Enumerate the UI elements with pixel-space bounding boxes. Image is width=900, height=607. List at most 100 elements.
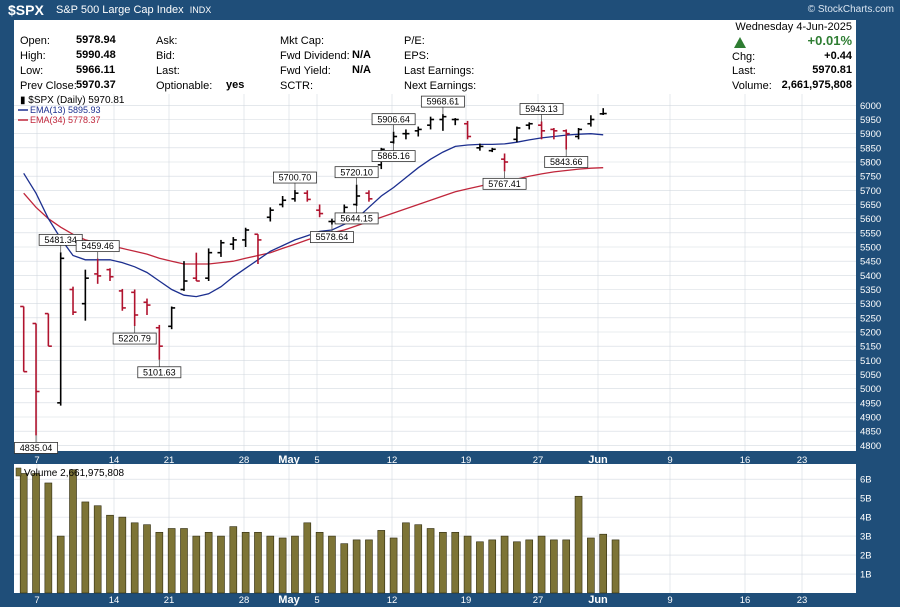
x-tick-label-top: 16 — [740, 455, 751, 466]
annotation-label: 5101.63 — [143, 367, 176, 377]
annotation-label: 5865.16 — [377, 151, 410, 161]
ohlc-bar — [266, 207, 274, 222]
low-value: 5966.11 — [76, 64, 116, 76]
ohlc-bar — [562, 129, 570, 150]
price-annotation: 5101.63 — [137, 359, 182, 379]
x-tick-label-bottom: May — [278, 594, 300, 606]
prev-close-value: 5970.37 — [76, 79, 116, 91]
price-annotation: 5865.16 — [371, 143, 416, 162]
price-annotation: 4835.04 — [14, 435, 58, 454]
ohlc-bar — [427, 116, 435, 130]
volume-bar — [550, 539, 558, 594]
volume-tick-label: 4B — [860, 513, 872, 524]
price-annotation: 5943.13 — [519, 103, 564, 122]
x-tick-label-top: 19 — [461, 455, 472, 466]
x-tick-label-bottom: 28 — [239, 595, 250, 606]
price-tick-label: 4900 — [860, 413, 881, 424]
volume-bar — [389, 537, 398, 594]
x-tick-label-top: 14 — [109, 455, 120, 466]
volume-bar — [562, 539, 571, 594]
annotation-label: 5700.70 — [279, 173, 312, 183]
low-label: Low: — [20, 65, 44, 77]
high-value: 5990.48 — [76, 49, 116, 61]
ohlc-bar — [513, 126, 521, 143]
x-tick-label-top: 21 — [164, 455, 175, 466]
fwd-dividend-label: Fwd Dividend: — [280, 50, 350, 62]
ohlc-bar — [217, 239, 225, 257]
open-label: Open: — [20, 35, 50, 47]
volume-bar — [574, 495, 583, 594]
volume-bar — [365, 539, 373, 594]
price-tick-label: 5000 — [860, 384, 881, 395]
ohlc-bar — [32, 322, 40, 436]
price-annotation: 5578.64 — [309, 224, 354, 244]
volume-bar — [69, 469, 77, 594]
ohlc-bar — [525, 122, 533, 130]
ohlc-bar — [44, 312, 52, 347]
annotation-label: 5481.34 — [44, 235, 77, 245]
price-tick-label: 5900 — [860, 129, 881, 140]
annotation-box — [519, 103, 564, 115]
ohlc-bar — [254, 233, 262, 264]
x-tick-label-top: 23 — [797, 455, 808, 466]
volume-bar — [192, 535, 201, 594]
price-annotation: 5720.10 — [334, 166, 379, 185]
up-arrow-icon — [734, 37, 746, 48]
annotation-label: 5220.79 — [118, 334, 151, 344]
exchange-label: INDX — [189, 5, 212, 15]
sctr-label: SCTR: — [280, 80, 313, 92]
annotation-box — [334, 212, 379, 225]
legend-entry: EMA(34) 5778.37 — [30, 115, 101, 125]
annotation-label: 5943.13 — [525, 104, 558, 114]
volume-bar — [402, 522, 410, 594]
last2-value: 5970.81 — [812, 64, 852, 76]
ohlc-bar — [550, 128, 558, 140]
price-tick-label: 5200 — [860, 328, 881, 339]
x-tick-label-bottom: 16 — [740, 595, 751, 606]
x-tick-label-bottom: 14 — [109, 595, 120, 606]
price-tick-label: 5050 — [860, 370, 881, 381]
price-tick-label: 5550 — [860, 228, 881, 239]
volume-bar — [32, 473, 40, 594]
open-value: 5978.94 — [76, 34, 116, 46]
prev-close-label: Prev Close: — [20, 80, 77, 92]
ohlc-bar — [402, 129, 410, 140]
ohlc-bar — [291, 190, 299, 202]
volume-bar — [204, 531, 213, 594]
volume-bar — [278, 537, 287, 594]
eps-label: EPS: — [404, 50, 430, 62]
x-tick-label-top: 5 — [314, 455, 319, 466]
annotation-box — [137, 366, 182, 379]
ohlc-bar — [353, 184, 361, 206]
ohlc-bar — [131, 289, 139, 327]
annotation-box — [75, 240, 120, 253]
price-tick-label: 5650 — [860, 200, 881, 211]
annotation-label: 5459.46 — [81, 241, 114, 251]
annotation-label: 5767.41 — [488, 179, 521, 189]
volume-label: Volume: — [732, 80, 772, 92]
x-tick-label-bottom: Jun — [588, 594, 608, 606]
price-tick-label: 5450 — [860, 257, 881, 268]
price-tick-label: 5300 — [860, 299, 881, 310]
ohlc-bar — [180, 261, 188, 291]
price-tick-label: 5800 — [860, 158, 881, 169]
price-tick-label: 5700 — [860, 186, 881, 197]
annotation-box — [420, 95, 465, 108]
ohlc-bar — [118, 288, 126, 311]
annotation-label: 5644.15 — [340, 214, 373, 224]
ohlc-bar — [69, 286, 77, 315]
fwd-dividend-value: N/A — [352, 49, 371, 61]
volume-bar — [463, 535, 472, 594]
volume-bar — [217, 535, 225, 594]
x-tick-label-bottom: 5 — [314, 595, 319, 606]
x-tick-label-top: 27 — [533, 455, 544, 466]
volume-bar — [426, 528, 435, 594]
annotation-box — [112, 332, 157, 345]
annotation-label: 5968.61 — [427, 97, 460, 107]
price-tick-label: 4950 — [860, 398, 881, 409]
price-tick-label: 5250 — [860, 313, 881, 324]
volume-bar — [93, 505, 102, 594]
price-panel: 4800 4850 4900 4950 5000 5050 5100 5150 5200 5250… — [14, 94, 881, 466]
ohlc-bar — [192, 252, 200, 282]
